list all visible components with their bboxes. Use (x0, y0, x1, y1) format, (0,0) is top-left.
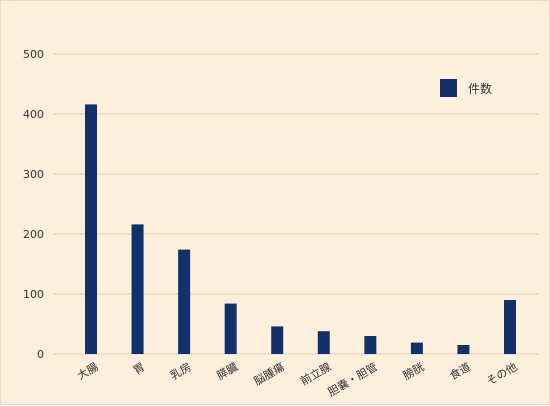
x-tick-label: 乳房 (168, 360, 194, 382)
x-tick-label: 胆嚢・胆管 (325, 359, 380, 399)
bar (271, 326, 284, 354)
legend-swatch (440, 79, 457, 97)
legend: 件数 (440, 79, 492, 97)
bar (504, 300, 516, 354)
y-tick-label: 200 (23, 228, 44, 241)
y-tick-label: 400 (23, 108, 44, 121)
x-tick-label: 胃 (131, 360, 147, 377)
bar (131, 224, 144, 354)
x-tick-label: 膀胱 (400, 359, 426, 382)
bar (317, 331, 330, 354)
x-tick-label: 食道 (447, 359, 473, 382)
y-tick-label: 300 (23, 168, 44, 181)
gridlines (54, 53, 538, 355)
bars (85, 104, 516, 355)
x-tick-label: 大腸 (74, 359, 100, 382)
y-axis-ticks: 0 100 200 300 400 500 (23, 48, 44, 361)
x-tick-label: その他 (484, 360, 519, 388)
bar (178, 249, 191, 354)
y-tick-label: 100 (23, 288, 44, 301)
x-tick-label: 前立腺 (298, 359, 334, 388)
bar (410, 342, 423, 354)
bar (457, 345, 470, 354)
x-tick-label: 膵臓 (215, 360, 241, 382)
legend-label: 件数 (468, 81, 492, 96)
bar (224, 303, 237, 354)
bar (85, 104, 97, 355)
x-tick-label: 脳腫瘍 (251, 359, 287, 388)
bar (364, 336, 377, 354)
y-tick-label: 0 (37, 348, 44, 361)
y-tick-label: 500 (23, 48, 44, 61)
